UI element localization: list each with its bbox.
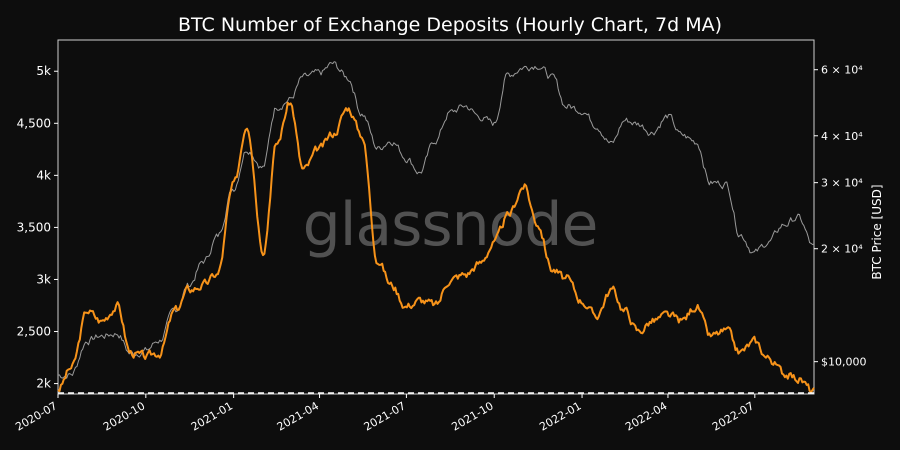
x-tick-label: 2022-04 [623,399,669,433]
right-y-tick-label: 3 × 10⁴ [821,177,863,190]
x-tick-label: 2021-04 [275,399,321,433]
left-y-tick-label: 5k [36,64,51,78]
btc-price-line [57,61,815,379]
right-y-tick-label: $10,000 [821,356,867,369]
left-y-tick-label: 3k [36,272,51,286]
x-tick-label: 2020-10 [101,399,147,433]
left-y-tick-label: 3,500 [17,220,51,234]
x-tick-label: 2021-07 [362,399,408,433]
x-tick-label: 2022-01 [537,399,583,433]
right-y-tick-label: 2 × 10⁴ [821,243,863,256]
left-y-tick-label: 4,500 [17,116,51,130]
right-y-tick-label: 4 × 10⁴ [821,130,863,143]
watermark-logo: glassnode [302,190,599,260]
x-tick-label: 2021-10 [449,399,495,433]
x-tick-label: 2020-07 [13,399,59,433]
left-y-tick-label: 2,500 [17,325,51,339]
right-y-tick-label: 6 × 10⁴ [821,64,863,77]
plot-frame [57,39,815,395]
exchange-deposits-line [57,101,815,394]
left-y-tick-label: 4k [36,168,51,182]
x-tick-label: 2022-07 [710,399,756,433]
left-y-tick-label: 2k [36,377,51,391]
x-tick-label: 2021-01 [189,399,235,433]
chart-title: BTC Number of Exchange Deposits (Hourly … [177,14,723,36]
